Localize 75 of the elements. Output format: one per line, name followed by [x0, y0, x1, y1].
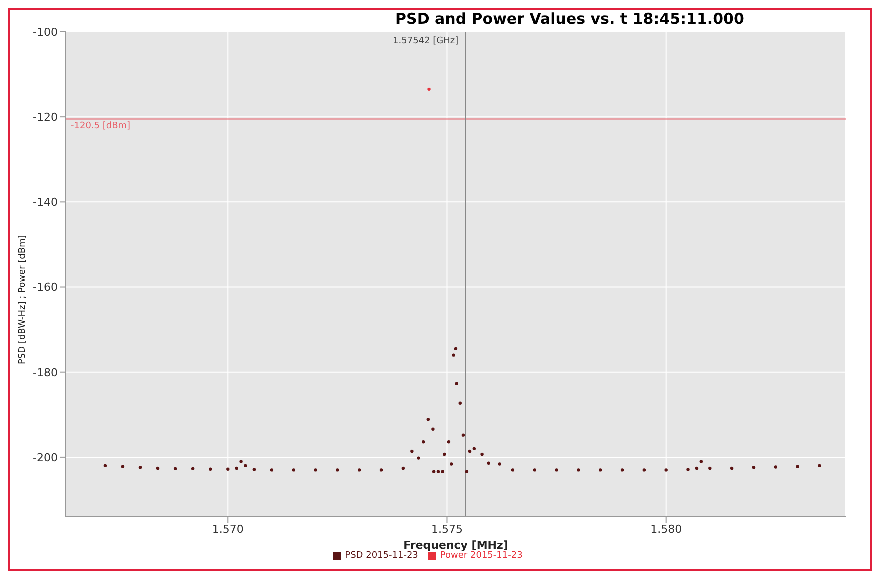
point: [292, 468, 296, 472]
point: [422, 440, 426, 444]
point: [240, 460, 243, 464]
point: [465, 470, 469, 474]
point: [443, 452, 446, 456]
y-tick-label: -160: [33, 281, 58, 294]
point: [209, 468, 212, 471]
point: [730, 466, 734, 470]
chart-title: PSD and Power Values vs. t 18:45:11.000: [396, 10, 744, 28]
x-axis-title: Frequency [MHz]: [404, 539, 508, 552]
point: [472, 447, 476, 451]
point: [796, 465, 800, 468]
point: [104, 464, 108, 468]
point: [599, 468, 602, 472]
point: [432, 470, 436, 474]
point: [642, 468, 646, 472]
point: [455, 382, 458, 386]
point: [252, 468, 256, 472]
point: [452, 354, 456, 357]
point: [270, 468, 274, 472]
point: [380, 468, 384, 472]
point: [462, 434, 466, 437]
point: [314, 468, 318, 472]
point: [121, 465, 125, 468]
point: [480, 452, 484, 456]
point: [533, 468, 536, 472]
y-tick-label: -180: [33, 366, 58, 380]
point: [708, 466, 712, 470]
point: [458, 402, 462, 406]
y-tick-label: -120: [33, 110, 58, 124]
point: [450, 462, 454, 466]
point: [468, 450, 472, 454]
point: [138, 466, 142, 470]
x-tick-label: 1.570: [212, 522, 244, 536]
point: [402, 466, 406, 470]
point: [700, 460, 703, 464]
point: [487, 462, 490, 465]
ref-line-label: 1.57542 [GHz]: [393, 36, 459, 46]
point: [432, 428, 435, 431]
point: [156, 466, 160, 470]
point: [577, 468, 580, 472]
point: [426, 418, 430, 422]
legend-label: PSD 2015-11-23: [345, 551, 418, 561]
point: [226, 468, 230, 471]
point: [695, 466, 699, 470]
point: [818, 464, 822, 468]
y-axis-title: PSD [dBW-Hz] ; Power [dBm]: [18, 235, 28, 364]
y-tick-label: -140: [33, 196, 58, 210]
point: [244, 464, 248, 468]
point: [498, 462, 502, 466]
point: [417, 456, 420, 460]
legend-label: Power 2015-11-23: [440, 551, 523, 561]
point: [441, 470, 444, 474]
point: [664, 468, 668, 472]
point: [191, 467, 195, 471]
point: [447, 440, 451, 444]
point: [358, 468, 362, 472]
ref-line-label: -120.5 [dBm]: [71, 122, 131, 132]
point: [410, 450, 414, 454]
x-tick-label: 1.575: [431, 522, 463, 536]
x-tick-label: 1.580: [650, 522, 682, 536]
point: [428, 88, 431, 92]
point: [174, 467, 178, 471]
point: [454, 347, 458, 351]
point: [686, 468, 690, 472]
point: [511, 468, 515, 472]
y-tick-label: -200: [33, 451, 58, 464]
point: [235, 466, 238, 470]
point: [336, 468, 340, 472]
point: [752, 466, 756, 470]
point: [620, 468, 624, 472]
point: [555, 468, 558, 472]
point: [436, 470, 440, 474]
y-tick-label: -100: [33, 26, 58, 39]
point: [774, 466, 778, 469]
